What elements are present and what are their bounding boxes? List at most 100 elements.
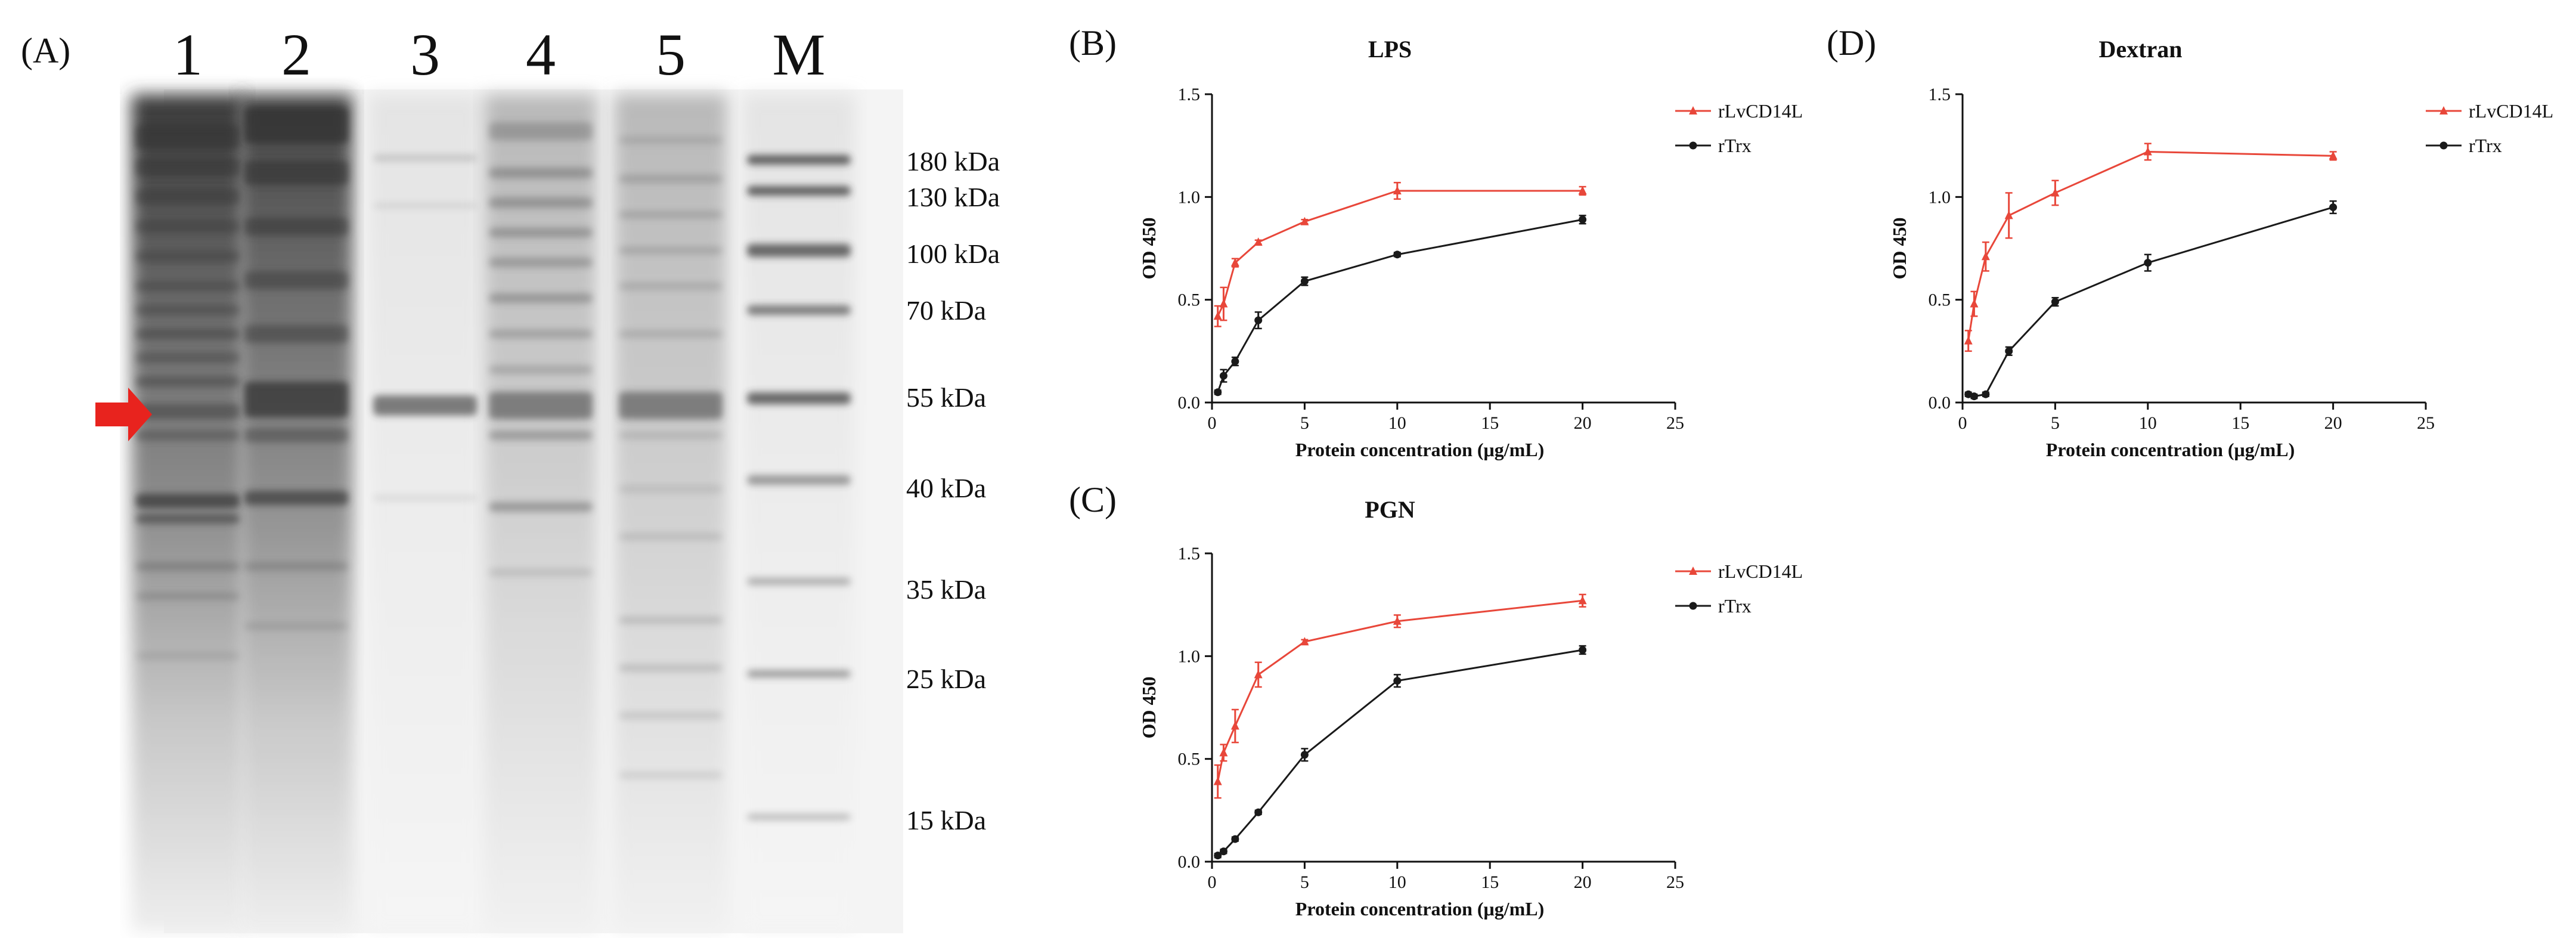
x-tick-label: 5 [1300, 872, 1309, 892]
gel-band [747, 392, 851, 404]
gel-band [619, 485, 723, 493]
gel-band [373, 203, 477, 208]
legend-label: rTrx [1718, 135, 1752, 156]
x-tick-label: 5 [1300, 413, 1309, 433]
legend-label: rLvCD14L [2469, 100, 2553, 122]
data-point [1579, 215, 1587, 224]
x-tick-label: 0 [1208, 413, 1217, 433]
gel-band [619, 283, 723, 290]
gel-band [244, 271, 348, 289]
x-tick-label: 15 [1481, 872, 1499, 892]
gel-lane [484, 94, 597, 932]
legend-marker [1689, 106, 1697, 114]
x-tick-label: 25 [1666, 413, 1684, 433]
data-point [1219, 748, 1228, 757]
gel-band [619, 137, 723, 144]
data-point [2004, 210, 2013, 219]
y-tick-label: 0.5 [1178, 750, 1201, 769]
gel-band [489, 258, 593, 267]
gel-marker-label: 180 kDa [906, 146, 1000, 177]
gel-band [244, 382, 348, 417]
gel-marker-label: 55 kDa [906, 382, 986, 413]
data-point [1300, 751, 1309, 759]
x-tick-label: 20 [1574, 413, 1592, 433]
legend-marker [2439, 141, 2448, 150]
gel-band [747, 578, 851, 585]
data-point [1231, 835, 1239, 843]
gel-band [136, 220, 240, 233]
x-tick-label: 0 [1958, 413, 1967, 433]
panel-label: (B) [1069, 23, 1117, 63]
gel-lane [131, 94, 244, 932]
lane-labels: 1 2 3 4 5 M [173, 21, 825, 88]
data-point [1578, 596, 1587, 605]
gel-band [136, 430, 240, 441]
gel-lane [368, 94, 482, 932]
gel-lane-label: 1 [173, 21, 203, 88]
y-tick-label: 0.0 [1178, 393, 1201, 413]
panel-label: (D) [1827, 23, 1876, 63]
gel-band [489, 392, 593, 419]
data-point [1254, 808, 1263, 816]
data-point [2051, 188, 2060, 197]
data-point [1219, 847, 1227, 856]
x-tick-label: 10 [2139, 413, 2157, 433]
gel-band [747, 155, 851, 165]
x-tick-label: 25 [2417, 413, 2435, 433]
gel-marker-label: 15 kDa [906, 805, 986, 835]
data-point [2051, 298, 2059, 306]
gel-band [619, 772, 723, 779]
data-point [1393, 677, 1402, 685]
y-tick-label: 1.5 [1178, 85, 1201, 104]
x-axis-label: Protein concentration (μg/mL) [1295, 898, 1544, 920]
x-tick-label: 15 [1481, 413, 1499, 433]
chart-title: Dextran [2099, 36, 2183, 63]
data-point [1579, 646, 1587, 654]
gel-lane-label: 5 [656, 21, 686, 88]
data-point [2329, 203, 2338, 212]
gel-band [244, 161, 348, 185]
gel-band [489, 228, 593, 237]
gel-band [489, 569, 593, 576]
gel-band [244, 428, 348, 442]
x-tick-label: 5 [2051, 413, 2060, 433]
data-point [1219, 299, 1228, 308]
data-point [1254, 237, 1263, 246]
gel-band [244, 623, 348, 630]
gel-panel-label: (A) [21, 31, 70, 70]
data-point [1231, 357, 1239, 366]
y-tick-label: 1.0 [1178, 646, 1201, 666]
data-point [1970, 392, 1978, 401]
gel-band [489, 366, 593, 374]
x-tick-label: 10 [1388, 872, 1406, 892]
gel-band [244, 562, 348, 571]
gel-marker-label: 35 kDa [906, 574, 986, 605]
gel-band [373, 395, 477, 416]
gel-band [619, 175, 723, 183]
gel-band [136, 652, 240, 660]
gel-lanes [131, 94, 855, 932]
gel-band [619, 533, 723, 540]
gel-marker-label: 40 kDa [906, 473, 986, 503]
y-tick-label: 1.0 [1929, 187, 1951, 207]
data-point [1970, 299, 1979, 308]
gel-lane-label: M [773, 21, 826, 88]
data-point [1213, 311, 1222, 320]
data-point [1578, 185, 1587, 194]
x-axis-label: Protein concentration (μg/mL) [1295, 439, 1544, 460]
gel-band [489, 168, 593, 178]
data-point [1254, 670, 1263, 679]
y-tick-label: 1.0 [1178, 187, 1201, 207]
gel-band [747, 475, 851, 485]
gel-band [136, 125, 240, 149]
target-band-arrow [95, 388, 152, 441]
data-point [1219, 372, 1227, 380]
gel-band [136, 593, 240, 600]
gel-band [136, 329, 240, 339]
gel-band [136, 494, 240, 508]
gel-band [136, 514, 240, 524]
data-point [1230, 721, 1239, 730]
gel-band [619, 712, 723, 719]
y-axis-label: OD 450 [1138, 677, 1160, 739]
